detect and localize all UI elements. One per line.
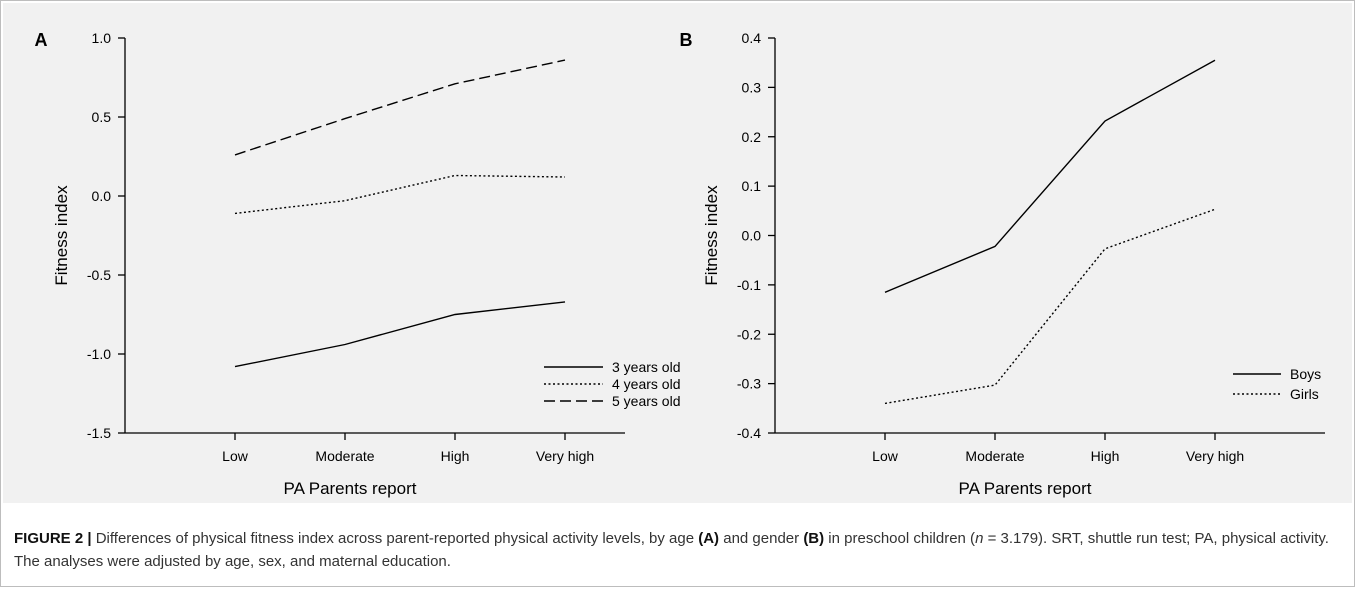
panel-b-y-tick-label: 0.2 (742, 129, 762, 145)
panel-b-y-tick-label: 0.1 (742, 178, 762, 194)
panel-a-label: A (35, 30, 48, 50)
plot-background (3, 3, 1352, 503)
panel-a-y-tick-label: -1.0 (87, 346, 111, 362)
panel-b-x-tick-label: Moderate (965, 448, 1024, 464)
panel-b-legend-label-girls: Girls (1290, 386, 1319, 402)
figure-charts: A -1.5 -1.0 -0.5 0.0 0.5 1.0 Fitness index Low Mo… (35, 30, 1325, 498)
panel-a-y-tick-label: 0.0 (92, 188, 112, 204)
panel-b-legend-label-boys: Boys (1290, 366, 1321, 382)
panel-b-x-tick-label: Very high (1186, 448, 1244, 464)
panel-a-series-line-5-years-old (234, 59, 566, 156)
caption-figure-label: FIGURE 2 | (14, 530, 92, 547)
panel-a-y-axis-title: Fitness index (52, 185, 71, 286)
panel-b-y-tick-label: 0.4 (742, 30, 762, 46)
panel-b-x-axis-title: PA Parents report (959, 479, 1092, 498)
panel-a-x-tick-label: High (441, 448, 470, 464)
panel-a-x-tick-label: Low (222, 448, 249, 464)
panel-a-series-line-3-years-old (234, 301, 566, 368)
panel-b-y-tick-label: 0.3 (742, 79, 762, 95)
caption-text-3: in preschool children ( (824, 530, 976, 547)
caption-bold-a: (A) (698, 530, 720, 547)
panel-a-y-tick-label: -1.5 (87, 425, 111, 441)
panel-a-y-tick-label: 0.5 (92, 109, 112, 125)
panel-a-x-tick-label: Very high (536, 448, 594, 464)
panel-a-y-tick-label: -0.5 (87, 267, 111, 283)
caption-text-4: = 3.179). SRT, shuttle run test; PA, phy… (14, 530, 1329, 570)
panel-b-y-tick-label: -0.4 (737, 425, 761, 441)
caption-text-1: Differences of physical fitness index ac… (91, 530, 699, 547)
panel-b-x-tick-label: Low (872, 448, 899, 464)
panel-a-y-tick-label: 1.0 (92, 30, 112, 46)
panel-a-legend-label-5-years-old: 5 years old (612, 393, 680, 409)
panel-b-label: B (680, 30, 693, 50)
panel-b-x-tick-label: High (1091, 448, 1120, 464)
caption-text-2: and gender (719, 530, 804, 547)
caption-italic-n: n (975, 530, 984, 547)
panel-a-legend-label-4-years-old: 4 years old (612, 376, 680, 392)
panel-b-y-tick-label: -0.1 (737, 277, 761, 293)
panel-a-x-axis-title: PA Parents report (284, 479, 417, 498)
panel-a-legend-label-3-years-old: 3 years old (612, 359, 680, 375)
panel-b-y-tick-label: -0.3 (737, 376, 761, 392)
panel-a-x-tick-label: Moderate (315, 448, 374, 464)
caption-bold-b: (B) (803, 530, 825, 547)
figure-caption: FIGURE 2 | Differences of physical fitne… (14, 527, 1334, 573)
panel-b-y-axis-title: Fitness index (702, 185, 721, 286)
panel-b-y-tick-label: 0.0 (742, 228, 762, 244)
panel-a-series-line-4-years-old (234, 174, 566, 215)
panel-b-series-line-girls (884, 208, 1216, 405)
panel-b-series-line-boys (884, 59, 1216, 293)
panel-b-y-tick-label: -0.2 (737, 326, 761, 342)
